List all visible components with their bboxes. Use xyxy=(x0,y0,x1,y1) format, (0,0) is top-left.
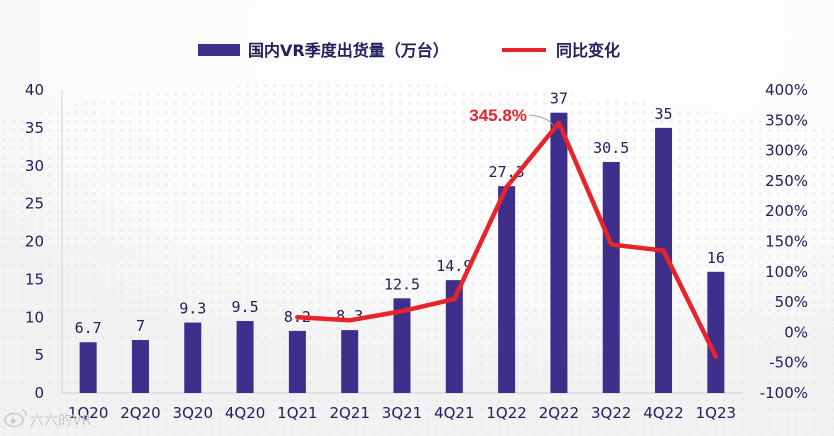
right-tick-label: 300% xyxy=(765,142,808,160)
category-label: 1Q23 xyxy=(696,404,736,422)
left-tick-label: 5 xyxy=(34,346,44,364)
bar xyxy=(288,330,306,393)
weibo-logo-icon xyxy=(4,409,27,428)
bar-value-label: 7 xyxy=(136,317,145,335)
bar-value-label: 14.9 xyxy=(436,257,472,275)
right-tick-label: 50% xyxy=(775,293,808,311)
bar-value-label: 30.5 xyxy=(593,139,629,157)
bar-value-label: 9.3 xyxy=(179,300,206,318)
category-label: 2Q20 xyxy=(120,404,160,422)
left-tick-label: 10 xyxy=(25,308,44,326)
bar-series xyxy=(79,112,725,393)
right-tick-label: -100% xyxy=(760,384,808,402)
category-labels: 1Q20 2Q20 3Q20 4Q20 1Q21 2Q21 3Q21 4Q21 1Q22 2Q22… xyxy=(68,404,736,422)
bar-value-label: 37 xyxy=(550,90,568,108)
right-tick-label: 0% xyxy=(784,323,808,341)
right-tick-label: -50% xyxy=(769,354,808,372)
yoy-point xyxy=(556,120,561,125)
peak-annotation-label: 345.8% xyxy=(469,106,527,125)
right-tick-label: 250% xyxy=(765,172,808,190)
right-tick-label: 400% xyxy=(765,81,808,99)
legend-line-label: 同比变化 xyxy=(556,41,620,60)
bar-value-label: 9.5 xyxy=(232,298,259,316)
bar xyxy=(79,342,97,393)
background-pattern xyxy=(0,82,834,436)
line-series xyxy=(295,120,719,359)
category-label: 3Q20 xyxy=(173,404,213,422)
left-tick-label: 20 xyxy=(25,233,44,251)
bar-value-label: 16 xyxy=(707,249,725,267)
legend-bar-label: 国内VR季度出货量（万台） xyxy=(248,41,449,60)
right-tick-label: 150% xyxy=(765,233,808,251)
bar-value-label: 6.7 xyxy=(75,319,102,337)
left-tick-label: 15 xyxy=(25,270,44,288)
category-label: 4Q22 xyxy=(643,404,683,422)
watermark-text: 六六的VR xyxy=(30,413,92,429)
bar xyxy=(236,321,254,393)
yoy-point xyxy=(661,248,666,253)
yoy-point xyxy=(400,309,404,314)
left-tick-label: 40 xyxy=(25,81,44,99)
right-tick-label: 200% xyxy=(765,202,808,220)
yoy-point xyxy=(347,318,352,323)
category-label: 2Q22 xyxy=(539,404,579,422)
watermark: 六六的VR xyxy=(4,409,92,429)
category-label: 2Q21 xyxy=(329,404,369,422)
category-label: 4Q20 xyxy=(225,404,265,422)
bar xyxy=(131,339,149,393)
annotation-leader xyxy=(528,114,554,126)
right-tick-label: 100% xyxy=(765,263,808,281)
bar xyxy=(707,271,725,393)
category-label: 1Q21 xyxy=(277,404,317,422)
category-label: 3Q21 xyxy=(382,404,422,422)
left-axis-ticks: 0 5 10 15 20 25 30 35 40 xyxy=(25,81,44,402)
yoy-point xyxy=(452,297,457,302)
bar-value-label: 35 xyxy=(655,105,673,123)
bar xyxy=(184,322,202,393)
category-label: 3Q22 xyxy=(591,404,631,422)
right-tick-label: 350% xyxy=(765,111,808,129)
category-label: 4Q21 xyxy=(434,404,474,422)
left-tick-label: 35 xyxy=(25,119,44,137)
bar xyxy=(341,330,359,393)
bar xyxy=(393,298,411,393)
category-label: 1Q20 xyxy=(68,404,108,422)
category-label: 1Q22 xyxy=(486,404,526,422)
bar xyxy=(498,186,516,393)
yoy-point xyxy=(609,242,614,247)
yoy-point xyxy=(713,354,718,359)
bar xyxy=(655,127,673,393)
peak-annotation: 345.8% xyxy=(469,106,554,126)
right-axis-ticks: -100% -50% 0% 50% 100% 150% 200% 250% 300% 350% 40… xyxy=(760,81,808,402)
bar xyxy=(550,112,568,393)
yoy-point xyxy=(504,184,509,189)
yoy-point xyxy=(295,315,300,320)
bar xyxy=(602,161,620,393)
left-tick-label: 0 xyxy=(34,384,44,402)
bar-value-label: 12.5 xyxy=(384,275,420,293)
left-tick-label: 25 xyxy=(25,195,44,213)
legend: 国内VR季度出货量（万台） 同比变化 xyxy=(198,41,620,60)
left-tick-label: 30 xyxy=(25,157,44,175)
legend-bar-swatch xyxy=(198,44,240,56)
bar xyxy=(445,280,463,393)
